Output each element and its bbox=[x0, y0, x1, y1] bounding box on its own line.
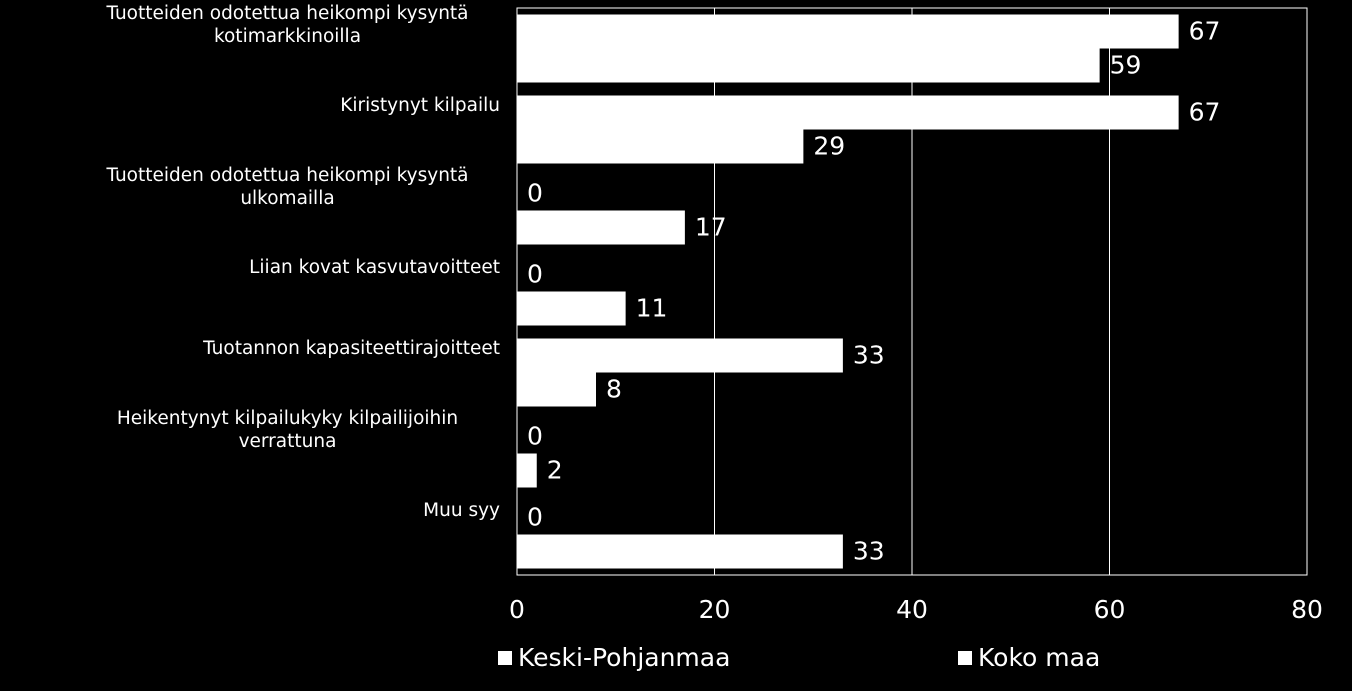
x-tick-label: 0 bbox=[509, 595, 525, 624]
bar bbox=[517, 95, 1179, 130]
y-tick-label: Muu syy bbox=[20, 499, 500, 522]
category-text: Tuotteiden odotettua heikompi kysyntä ul… bbox=[106, 164, 469, 209]
y-tick-label: Heikentynyt kilpailukyky kilpailijoihin … bbox=[20, 407, 500, 453]
bar bbox=[517, 210, 685, 245]
value-label: 59 bbox=[1110, 51, 1142, 80]
y-tick-label: Tuotteiden odotettua heikompi kysyntä ko… bbox=[20, 2, 500, 48]
bar bbox=[517, 14, 1179, 49]
y-tick-label: Tuotteiden odotettua heikompi kysyntä ul… bbox=[20, 164, 500, 210]
bar bbox=[517, 534, 843, 569]
y-tick-label: Liian kovat kasvutavoitteet bbox=[20, 256, 500, 279]
bar bbox=[517, 338, 843, 373]
x-tick-label: 80 bbox=[1291, 595, 1323, 624]
y-tick-label: Kiristynyt kilpailu bbox=[20, 94, 500, 117]
value-label: 0 bbox=[527, 179, 543, 208]
x-tick-label: 40 bbox=[896, 595, 928, 624]
bar bbox=[517, 129, 804, 164]
value-label: 33 bbox=[853, 341, 885, 370]
value-label: 8 bbox=[606, 375, 622, 404]
category-text: Liian kovat kasvutavoitteet bbox=[249, 257, 500, 278]
value-label: 0 bbox=[527, 260, 543, 289]
legend-label: Koko maa bbox=[978, 643, 1100, 672]
legend-label: Keski-Pohjanmaa bbox=[518, 643, 730, 672]
bar bbox=[517, 48, 1100, 83]
x-tick-label: 60 bbox=[1094, 595, 1126, 624]
category-text: Heikentynyt kilpailukyky kilpailijoihin … bbox=[116, 407, 459, 452]
value-label: 29 bbox=[813, 132, 845, 161]
y-tick-label: Tuotannon kapasiteettirajoitteet bbox=[20, 337, 500, 360]
legend-marker bbox=[958, 651, 972, 665]
category-text: Kiristynyt kilpailu bbox=[340, 95, 500, 116]
x-tick-label: 20 bbox=[699, 595, 731, 624]
value-label: 0 bbox=[527, 422, 543, 451]
legend-marker bbox=[498, 651, 512, 665]
value-label: 33 bbox=[853, 537, 885, 566]
bar bbox=[517, 372, 596, 407]
value-label: 11 bbox=[636, 294, 668, 323]
value-label: 67 bbox=[1189, 98, 1221, 127]
value-label: 0 bbox=[527, 503, 543, 532]
value-label: 17 bbox=[695, 213, 727, 242]
bar bbox=[517, 453, 537, 488]
value-label: 2 bbox=[547, 456, 563, 485]
category-text: Muu syy bbox=[423, 500, 500, 521]
value-label: 67 bbox=[1189, 17, 1221, 46]
category-text: Tuotannon kapasiteettirajoitteet bbox=[203, 338, 500, 359]
category-text: Tuotteiden odotettua heikompi kysyntä ko… bbox=[106, 2, 469, 47]
bar bbox=[517, 291, 626, 326]
